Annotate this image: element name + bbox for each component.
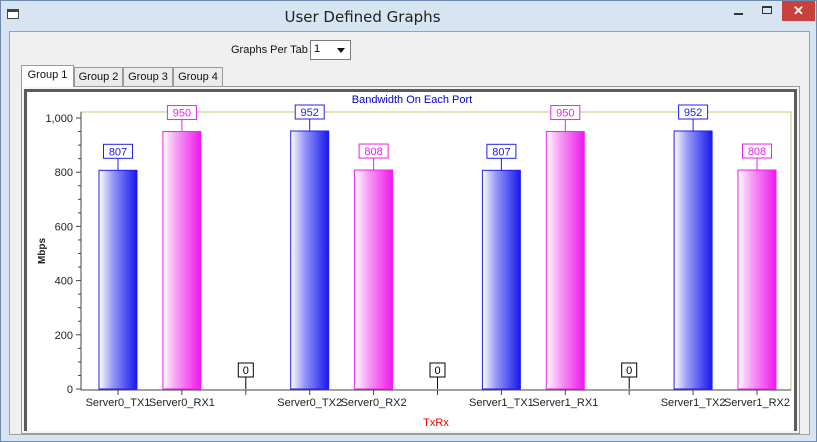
data-label-box: [166, 105, 197, 121]
bar: [737, 169, 777, 390]
x-tick-label: Server0_TX2: [277, 397, 342, 409]
data-label-box: [237, 362, 254, 378]
bar: [354, 169, 394, 390]
y-axis: 0 200 400 600 800 1,000: [45, 112, 791, 396]
window-title: User Defined Graphs: [284, 8, 441, 26]
x-tick-label: Server1_TX1: [469, 397, 534, 409]
chevron-down-icon: [337, 48, 345, 53]
bar: [481, 169, 521, 390]
data-label-box: [429, 362, 446, 378]
data-label: 950: [556, 108, 574, 120]
data-label: 807: [109, 146, 127, 158]
data-label-box: [103, 143, 133, 159]
data-label-box: [294, 104, 325, 120]
data-label-box: [678, 104, 709, 120]
bar: [162, 131, 202, 390]
x-tick-label: Server0_RX2: [341, 397, 407, 409]
x-tick-label: Server1_RX1: [532, 397, 598, 409]
tab-group-2[interactable]: Group 2: [74, 67, 123, 86]
y-tick-label: 0: [67, 384, 73, 396]
data-label-box: [486, 143, 517, 159]
graphs-per-tab-value: 1: [314, 43, 321, 55]
maximize-button[interactable]: [753, 1, 782, 21]
window-icon[interactable]: [7, 9, 19, 19]
x-tick-label: Server1_TX2: [661, 397, 726, 409]
bandwidth-chart: Bandwidth On Each Port Mbps TxRx 0 200 400…: [37, 94, 792, 429]
data-label: 0: [243, 365, 249, 377]
bar: [673, 130, 713, 390]
bar: [290, 130, 330, 390]
tab-panel-group-1: Bandwidth On Each Port Mbps TxRx 0 200 400…: [21, 86, 800, 434]
tab-group-3[interactable]: Group 3: [123, 67, 173, 86]
data-label-box: [358, 143, 389, 159]
data-label: 0: [626, 365, 632, 377]
chart-frame: Bandwidth On Each Port Mbps TxRx 0 200 400…: [24, 89, 797, 431]
data-label: 950: [173, 108, 191, 120]
y-tick-label: 600: [55, 221, 73, 233]
title-bar[interactable]: User Defined Graphs ✕: [1, 1, 816, 31]
x-tick-label: Server0_TX1: [86, 397, 151, 409]
data-label: 808: [748, 146, 766, 158]
close-button[interactable]: ✕: [782, 1, 815, 21]
data-label-box: [742, 143, 772, 159]
x-tick-label: Server0_RX1: [149, 397, 215, 409]
bar: [545, 131, 585, 390]
data-label-box: [621, 362, 638, 378]
bar-series: 807 Server0_TX1 950 Server0_RX1 0 952 Server0_…: [86, 104, 790, 409]
y-tick-label: 400: [55, 276, 73, 288]
tab-group-1[interactable]: Group 1: [21, 65, 74, 87]
data-label: 807: [492, 146, 510, 158]
x-tick-label: Server1_RX2: [724, 397, 790, 409]
data-label: 808: [364, 146, 382, 158]
graphs-per-tab-select[interactable]: 1: [310, 40, 351, 60]
y-tick-label: 200: [55, 330, 73, 342]
chart-title: Bandwidth On Each Port: [352, 94, 472, 106]
bar: [98, 169, 138, 390]
y-tick-label: 1,000: [45, 113, 73, 125]
minimize-button[interactable]: [724, 1, 753, 21]
data-label: 0: [434, 365, 440, 377]
tab-group-4[interactable]: Group 4: [173, 67, 223, 86]
data-label: 952: [301, 107, 319, 119]
x-axis-label: TxRx: [423, 417, 449, 429]
y-tick-label: 800: [55, 167, 73, 179]
client-area: Graphs Per Tab 1 Group 1 Group 2 Group 3…: [9, 31, 810, 435]
data-label-box: [550, 105, 581, 121]
data-label: 952: [684, 107, 702, 119]
graphs-per-tab-label: Graphs Per Tab: [231, 44, 308, 56]
y-axis-label: Mbps: [37, 238, 48, 265]
